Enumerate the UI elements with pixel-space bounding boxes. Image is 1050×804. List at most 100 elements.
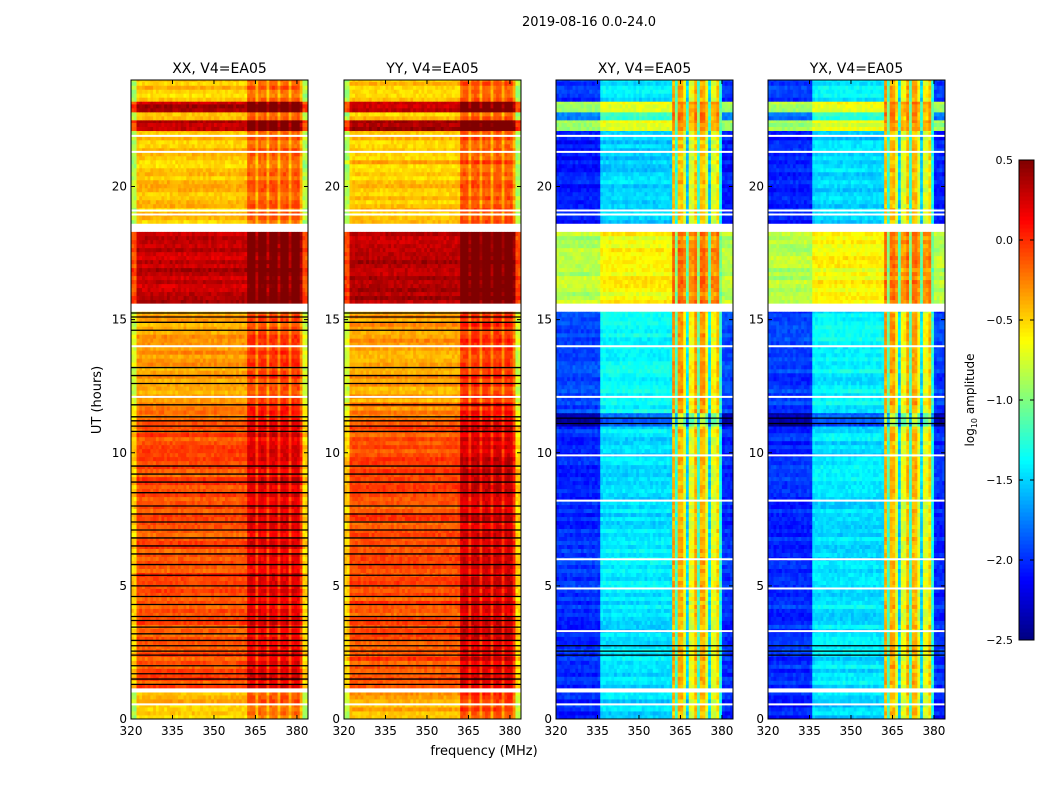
heatmap-cell [178,516,182,522]
heatmap-cell [305,664,309,669]
heatmap-cell [131,592,135,597]
heatmap-cell [219,628,223,633]
heatmap-cell [158,576,162,581]
heatmap-cell [133,536,137,542]
heatmap-cell [186,436,190,442]
heatmap-cell [183,656,187,661]
heatmap-cell [150,711,154,716]
heatmap-cell [169,656,173,661]
heatmap-cell [255,604,259,609]
heatmap-cell [272,656,276,661]
heatmap-cell [296,512,301,518]
heatmap-cell [305,460,309,466]
heatmap-cell [202,692,207,696]
heatmap-cell [166,560,171,565]
heatmap-cell [241,664,245,669]
heatmap-cell [194,492,198,498]
heatmap-cell [172,444,176,450]
heatmap-cell [178,418,182,422]
heatmap-cell [202,640,207,645]
heatmap-cell [263,628,267,633]
heatmap-cell [227,707,231,712]
heatmap-cell [283,608,287,613]
heatmap-cell [236,420,240,426]
heatmap-cell [136,556,140,561]
heatmap-cell [255,707,259,712]
heatmap-cell [191,656,196,661]
heatmap-cell [178,576,182,581]
heatmap-cell [161,612,165,617]
heatmap-cell [288,644,292,649]
heatmap-cell [272,552,276,557]
heatmap-cell [169,684,173,689]
heatmap-cell [169,420,173,426]
heatmap-cell [194,512,198,518]
heatmap-cell [172,632,176,637]
heatmap-cell [216,568,220,573]
heatmap-cell [288,707,292,712]
heatmap-cell [288,424,292,430]
heatmap-cell [255,628,259,633]
heatmap-cell [236,484,240,490]
heatmap-cell [208,715,212,720]
heatmap-cell [302,660,306,665]
heatmap-cell [227,532,231,538]
heatmap-cell [169,436,173,442]
heatmap-cell [178,476,182,482]
heatmap-cell [180,632,184,637]
heatmap-cell [186,620,190,625]
heatmap-cell [166,410,171,415]
heatmap-cell [139,476,143,482]
heatmap-cell [189,544,193,549]
heatmap-cell [227,715,231,720]
heatmap-cell [169,668,173,673]
heatmap-cell [208,492,212,498]
heatmap-cell [302,406,306,411]
heatmap-cell [131,576,135,581]
heatmap-cell [258,588,262,593]
heatmap-cell [283,707,287,712]
heatmap-cell [205,584,209,589]
heatmap-cell [161,432,165,438]
heatmap-cell [274,528,278,534]
heatmap-cell [208,536,212,542]
heatmap-cell [202,608,207,613]
heatmap-cell [139,524,143,530]
heatmap-cell [155,564,160,569]
heatmap-cell [197,568,201,573]
heatmap-cell [166,460,171,466]
heatmap-cell [164,528,168,534]
heatmap-cell [296,588,301,593]
heatmap-cell [299,472,303,478]
heatmap-cell [150,488,154,494]
heatmap-cell [150,588,154,593]
heatmap-cell [296,644,301,649]
heatmap-cell [150,548,154,553]
heatmap-cell [133,632,137,637]
heatmap-cell [208,695,212,700]
heatmap-cell [296,468,301,474]
heatmap-cell [164,695,168,700]
heatmap-cell [180,418,184,422]
heatmap-cell [197,664,201,669]
heatmap-cell [296,460,301,466]
heatmap-cell [283,672,287,677]
heatmap-cell [285,616,290,621]
heatmap-cell [191,484,196,490]
heatmap-cell [291,608,295,613]
heatmap-cell [175,715,179,720]
heatmap-cell [208,420,212,426]
heatmap-cell [205,524,209,530]
heatmap-cell [147,616,151,621]
heatmap-cell [285,656,290,661]
heatmap-cell [131,552,135,557]
heatmap-cell [131,436,135,442]
heatmap-cell [191,616,196,621]
heatmap-cell [258,596,262,601]
heatmap-cell [178,672,182,677]
heatmap-cell [244,695,248,700]
heatmap-cell [280,588,284,593]
heatmap-cell [225,418,229,422]
heatmap-cell [208,656,212,661]
heatmap-cell [266,616,270,621]
